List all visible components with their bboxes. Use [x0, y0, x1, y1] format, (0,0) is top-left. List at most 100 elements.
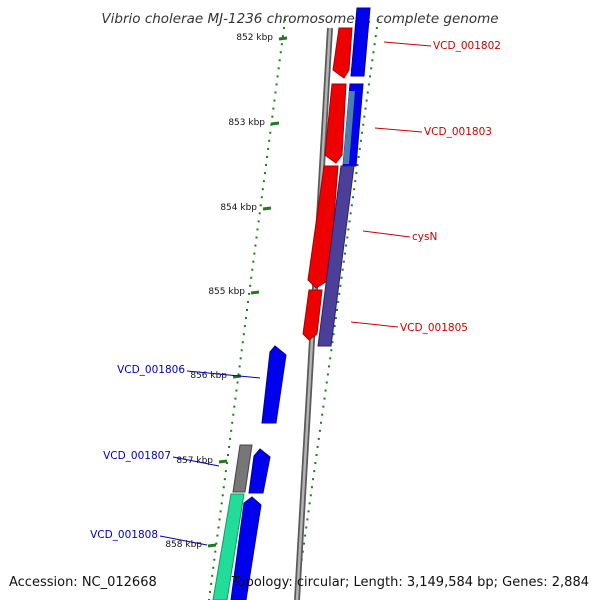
track-dot [266, 155, 269, 158]
track-dot [262, 180, 265, 183]
gene-label[interactable]: cysN [412, 231, 437, 243]
kbp-tick-mark [262, 206, 272, 211]
track-dot [322, 405, 325, 408]
track-dot [315, 454, 318, 456]
gene-label[interactable]: VCD_001803 [424, 126, 492, 138]
track-dot [339, 284, 342, 287]
track-dot [305, 526, 308, 529]
track-dot [337, 300, 340, 303]
track-dot [282, 27, 285, 30]
track-dot [302, 542, 305, 545]
track-dot [279, 51, 282, 54]
track-dot [329, 357, 332, 360]
gene-label[interactable]: VCD_001806 [117, 364, 185, 376]
track-dot [374, 35, 377, 38]
track-dot [256, 228, 259, 231]
track-dot [269, 131, 272, 134]
track-dot [222, 486, 225, 489]
gene-label[interactable]: VCD_001805 [400, 322, 468, 334]
track-dot [342, 260, 345, 263]
track-dot [218, 518, 221, 521]
track-dot [247, 300, 250, 303]
track-dot [261, 188, 264, 191]
track-dot [357, 155, 360, 158]
gene-arrow-vcd-001802[interactable] [332, 27, 353, 79]
track-dot [231, 421, 234, 424]
track-dot [345, 244, 348, 247]
gene-label[interactable]: VCD_001808 [90, 529, 158, 541]
gene-arrow-vcd-001806[interactable] [261, 345, 287, 424]
track-dot [225, 462, 228, 465]
track-dot [343, 252, 346, 255]
track-dot [340, 276, 343, 279]
gene-arrow-vcd-001802-reverse[interactable] [350, 7, 371, 77]
track-dot [251, 268, 254, 271]
map-title: Vibrio cholerae MJ-1236 chromosome 1, co… [101, 11, 498, 27]
feature-vcd-001808[interactable] [212, 493, 245, 600]
track-dot [334, 317, 337, 320]
track-dot [328, 365, 331, 368]
track-dot [301, 550, 304, 553]
track-dot [366, 91, 369, 94]
track-dot [241, 341, 244, 344]
kbp-tick-mark [270, 121, 280, 126]
track-dot [348, 220, 351, 223]
track-dot [341, 268, 344, 271]
gene-label[interactable]: VCD_001807 [103, 450, 171, 462]
track-dot [306, 518, 309, 521]
track-dot [233, 405, 236, 408]
accession-text: Accession: NC_012668 [9, 575, 157, 590]
track-dot [370, 67, 373, 70]
overlap-feature-cysn[interactable] [317, 165, 355, 347]
track-dot [237, 373, 240, 376]
track-dot [358, 147, 361, 150]
track-dot [304, 534, 307, 537]
track-dot [212, 566, 215, 569]
track-dot [255, 236, 258, 239]
track-dot [369, 75, 372, 78]
track-dot [236, 381, 239, 384]
track-dot [267, 147, 270, 150]
kbp-tick-mark [250, 290, 260, 295]
track-dot [268, 139, 271, 142]
track-dot [216, 534, 219, 537]
track-dot [235, 389, 238, 392]
track-dot [240, 349, 243, 352]
track-dot [223, 478, 226, 481]
track-dot [308, 502, 311, 505]
track-dot [364, 107, 367, 110]
track-dot [227, 454, 229, 456]
genome-summary-text: Topology: circular; Length: 3,149,584 bp… [231, 575, 589, 590]
track-dot [330, 349, 333, 352]
reverse-strand-features [317, 7, 371, 347]
label-leaders [159, 41, 432, 546]
track-dot [346, 236, 349, 239]
track-dot [318, 429, 321, 432]
kbp-tick-label: 855 kbp [208, 287, 245, 297]
track-dot [351, 196, 354, 199]
gene-arrow-vcd-001803[interactable] [324, 83, 347, 164]
track-dot [211, 574, 214, 577]
track-dot [316, 445, 319, 448]
track-dot [257, 220, 260, 223]
track-dot [274, 91, 277, 94]
gene-arrow-vcd-001807-reverse[interactable] [248, 448, 271, 494]
kbp-tick-label: 852 kbp [236, 33, 273, 43]
track-dot [215, 542, 218, 545]
track-dot [271, 115, 274, 118]
track-dot [244, 317, 247, 320]
track-dot [281, 35, 284, 38]
track-dot [372, 51, 375, 54]
track-dot [332, 333, 335, 336]
track-dot [312, 478, 315, 481]
track-dot [323, 397, 326, 400]
track-dot [246, 309, 248, 311]
gene-arrow-vcd-001808-reverse[interactable] [230, 496, 262, 600]
feature-vcd-001807[interactable] [232, 444, 253, 493]
gene-arrow-vcd-001805[interactable] [302, 289, 323, 341]
track-dot [325, 381, 328, 384]
track-dot [354, 180, 357, 183]
track-dot [356, 164, 359, 166]
gene-label[interactable]: VCD_001802 [433, 40, 501, 52]
